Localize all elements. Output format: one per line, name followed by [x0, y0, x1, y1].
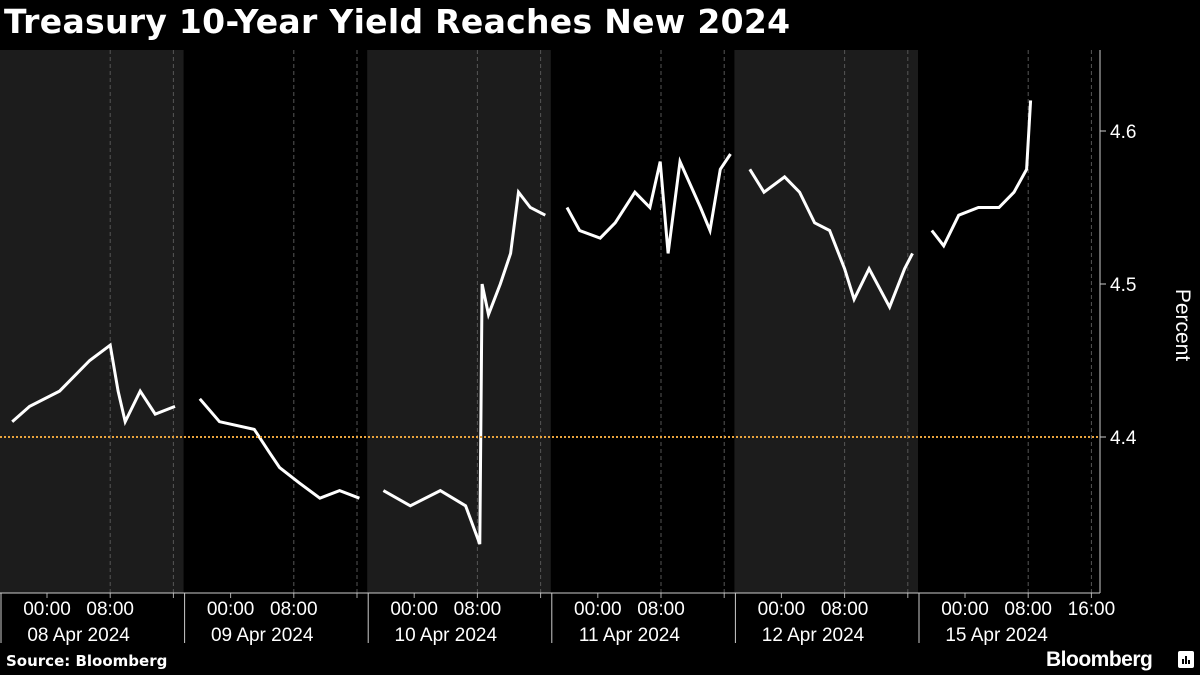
day-label: 09 Apr 2024	[211, 625, 314, 646]
brand-logo: Bloomberg	[1046, 648, 1153, 671]
day-label: 11 Apr 2024	[579, 625, 681, 646]
x-tick-label: 08:00	[454, 599, 502, 620]
yield-series-5	[930, 100, 1033, 249]
x-tick-label: 08:00	[821, 599, 869, 620]
x-tick-label: 00:00	[23, 599, 71, 620]
day-shade	[367, 50, 551, 593]
bloomberg-chart-icon	[1178, 651, 1194, 668]
day-label: 12 Apr 2024	[762, 625, 865, 646]
x-tick-label: 08:00	[1004, 599, 1052, 620]
y-axis-label: Percent	[1171, 289, 1194, 362]
x-tick-label: 08:00	[270, 599, 318, 620]
yield-series-4	[748, 168, 914, 311]
day-label: 10 Apr 2024	[395, 625, 498, 646]
x-tick-label: 00:00	[758, 599, 806, 620]
yield-series-0	[11, 342, 176, 427]
x-tick-label: 00:00	[941, 599, 989, 620]
x-tick-label: 08:00	[637, 599, 685, 620]
y-tick-label: 4.5	[1110, 275, 1136, 296]
y-tick-label: 4.6	[1110, 122, 1136, 143]
x-tick-label: 00:00	[574, 599, 622, 620]
yield-chart: 00:00 08:00 08 Apr 2024 00:00 08:00 09 Apr 20…	[0, 50, 1194, 646]
x-tick-label: 00:00	[207, 599, 255, 620]
day-shade	[0, 50, 184, 593]
x-tick-label: 00:00	[390, 599, 438, 620]
y-tick-label: 4.4	[1110, 428, 1137, 449]
day-label: 08 Apr 2024	[27, 625, 130, 646]
day-shade	[734, 50, 918, 593]
yield-series-1	[198, 397, 360, 500]
day-label: 15 Apr 2024	[945, 625, 1048, 646]
yield-series-2	[382, 188, 546, 545]
chart-title: Treasury 10-Year Yield Reaches New 2024	[4, 2, 791, 41]
source-note: Source: Bloomberg	[6, 652, 168, 670]
x-tick-label: 08:00	[86, 599, 134, 620]
x-tick-label: 16:00	[1068, 599, 1116, 620]
yield-series-3	[565, 153, 732, 254]
